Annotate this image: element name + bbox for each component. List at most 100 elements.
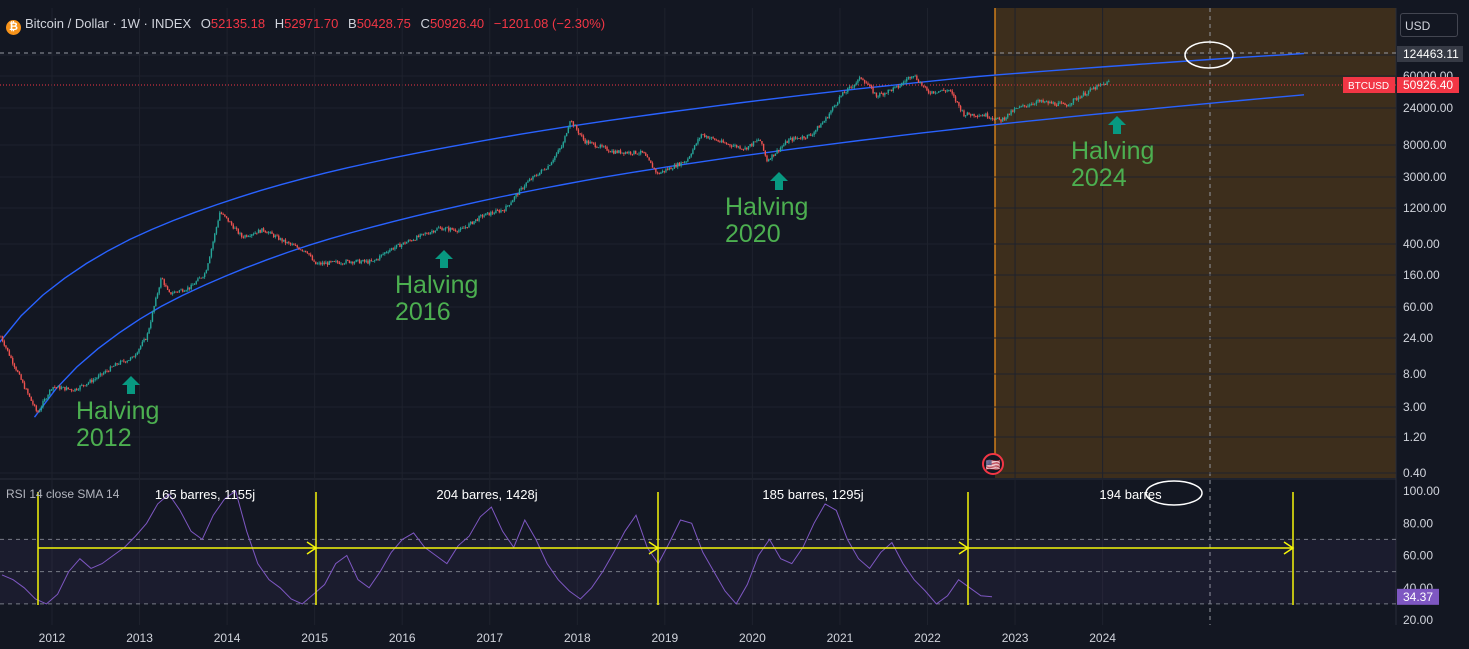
candle-body (602, 146, 605, 148)
candle-body (560, 146, 563, 149)
candle-body (818, 126, 820, 128)
candle-body (308, 253, 310, 255)
symbol-label[interactable]: Bitcoin / Dollar · 1W · INDEX (25, 16, 192, 31)
candle-body (244, 235, 246, 238)
candle-body (567, 127, 570, 134)
target-highlight-ellipse[interactable] (1184, 41, 1234, 69)
price-axis-label: 3000.00 (1403, 170, 1447, 184)
candle-body (1059, 102, 1061, 104)
candle-body (86, 383, 88, 386)
candle-body (766, 155, 768, 162)
candle-body (776, 149, 778, 154)
halving-arrow-icon (122, 376, 140, 394)
candle-body (623, 152, 625, 154)
bars-highlight-ellipse[interactable] (1145, 480, 1203, 506)
candle-body (220, 212, 223, 214)
candle-body (956, 101, 958, 103)
candle-body (532, 176, 534, 180)
candle-body (419, 234, 421, 237)
candle-body (1091, 88, 1093, 90)
candle-body (1000, 119, 1002, 122)
candle-body (304, 250, 307, 253)
candle-body (525, 182, 527, 187)
rsi-axis-label: 100.00 (1403, 484, 1440, 498)
rsi-line (1, 490, 993, 605)
candle-body (799, 138, 802, 140)
candle-body (784, 141, 787, 145)
currency-selector[interactable]: USD (1400, 13, 1458, 37)
candle-body (13, 363, 16, 367)
candle-body (853, 84, 856, 87)
candle-body (42, 401, 44, 407)
candle-body (175, 291, 177, 293)
candle-body (183, 291, 186, 292)
candle-body (182, 289, 184, 292)
candle-body (658, 173, 660, 174)
candle-body (411, 240, 413, 242)
candle-body (444, 227, 447, 230)
candle-body (281, 238, 283, 242)
candle-body (919, 82, 921, 84)
candle-body (60, 387, 63, 390)
candle-body (412, 240, 415, 241)
candle-body (661, 170, 664, 173)
candle-body (510, 202, 512, 206)
candle-body (262, 228, 265, 231)
candle-body (1044, 101, 1046, 103)
candle-body (848, 86, 851, 88)
candle-body (416, 235, 418, 241)
candle-body (759, 139, 761, 142)
candle-body (852, 86, 854, 88)
candle-body (717, 140, 719, 142)
candle-body (209, 256, 211, 264)
candle-body (385, 252, 388, 254)
candle-body (8, 350, 11, 356)
candle-body (993, 119, 995, 120)
candle-body (544, 169, 546, 171)
candle-body (683, 161, 686, 163)
candle-body (234, 227, 236, 229)
candle-body (597, 147, 600, 149)
candle-body (97, 375, 100, 379)
price-axis-label: 0.40 (1403, 466, 1427, 480)
candle-body (441, 227, 443, 231)
candle-body (214, 233, 216, 242)
candle-body (582, 135, 585, 140)
candle-body (629, 151, 632, 154)
candle-body (113, 366, 115, 367)
candle-body (326, 262, 329, 265)
candle-body (874, 92, 876, 94)
candle-body (860, 77, 862, 79)
candle-body (215, 227, 218, 234)
candle-body (75, 388, 78, 390)
candle-body (436, 228, 438, 231)
candle-body (315, 261, 317, 265)
candle-body (1062, 103, 1065, 105)
candle-body (986, 113, 989, 118)
candle-body (767, 159, 770, 162)
us-flag-event-icon[interactable] (982, 453, 1004, 475)
candle-body (665, 169, 667, 172)
candle-body (178, 290, 181, 292)
candle-body (320, 262, 322, 265)
last-price-label: 50926.40 (1403, 78, 1453, 92)
candle-body (507, 205, 509, 207)
rsi-title[interactable]: RSI 14 close SMA 14 (6, 487, 120, 501)
candle-body (352, 261, 354, 264)
candle-body (143, 339, 145, 342)
candle-body (205, 270, 208, 274)
candle-body (313, 260, 315, 262)
candle-body (601, 145, 603, 147)
halving-label: 2020 (725, 220, 781, 248)
candle-body (45, 398, 48, 400)
candle-body (12, 358, 14, 364)
candle-body (180, 289, 182, 291)
candle-body (958, 102, 960, 106)
candle-body (744, 147, 746, 150)
candle-body (44, 398, 46, 402)
candle-body (17, 370, 19, 372)
candle-body (202, 276, 204, 278)
candle-body (1018, 106, 1021, 109)
candle-body (523, 186, 526, 189)
